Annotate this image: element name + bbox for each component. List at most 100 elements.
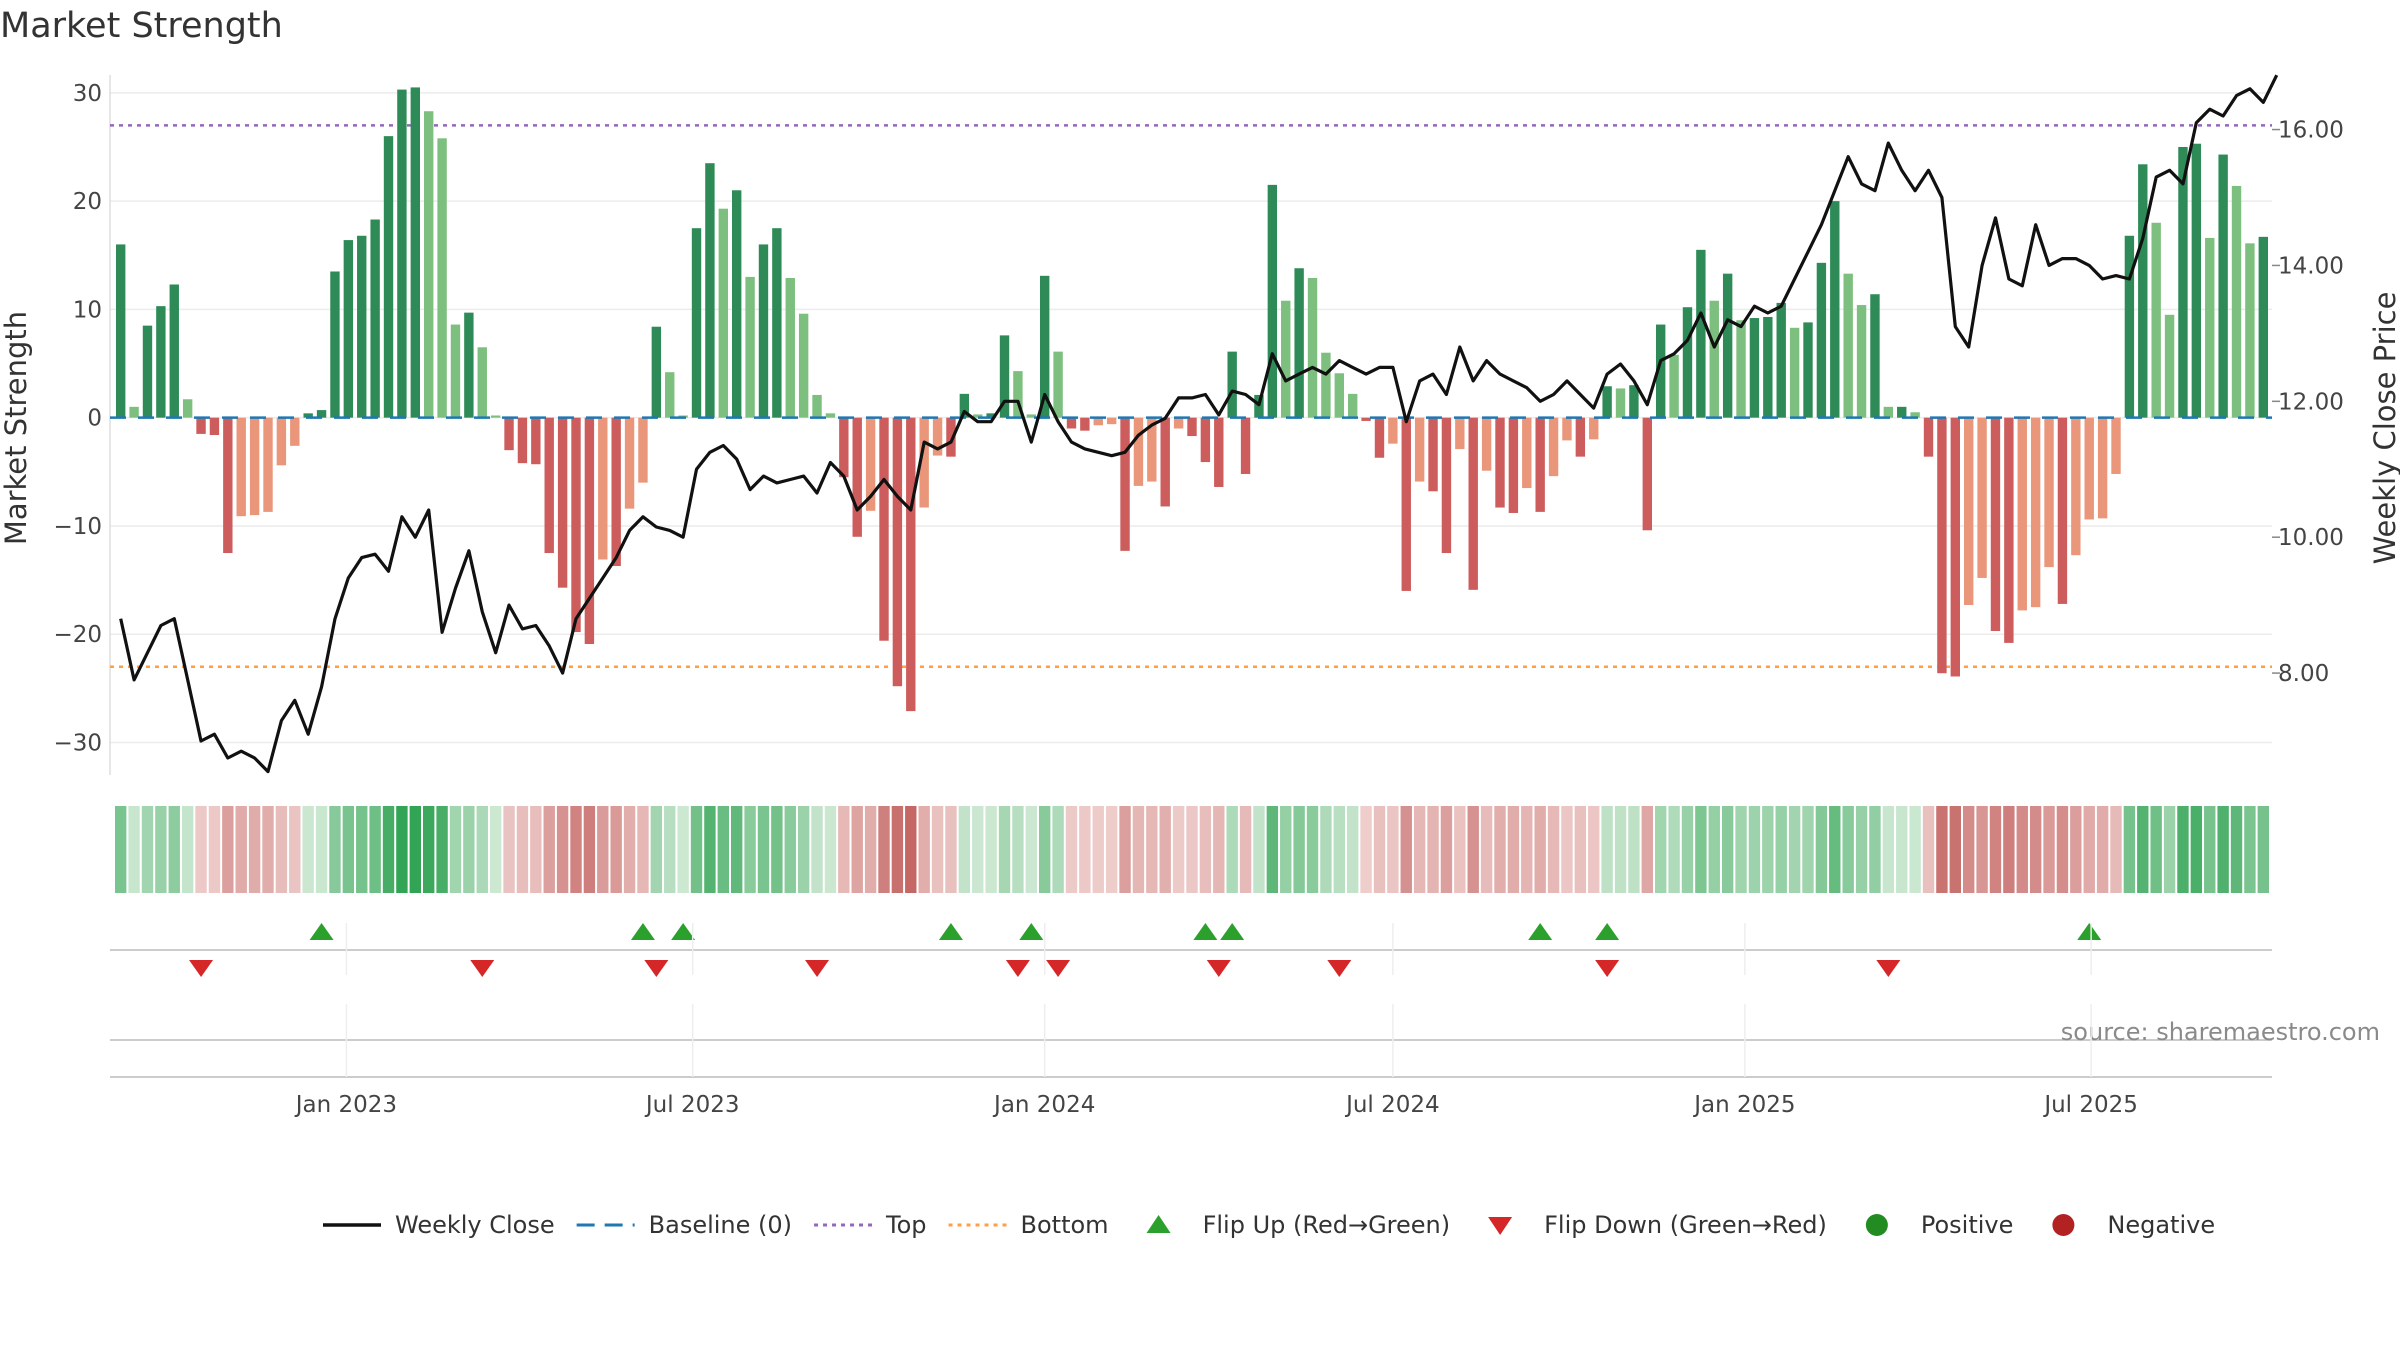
heat-cell bbox=[275, 806, 288, 893]
right-tick-label: 12.00 bbox=[2278, 389, 2344, 415]
strength-bar bbox=[2044, 417, 2054, 568]
strength-bar bbox=[2097, 417, 2108, 519]
strength-bar bbox=[330, 271, 340, 418]
heat-cell bbox=[1052, 806, 1064, 893]
strength-bar bbox=[906, 417, 916, 712]
strength-bar bbox=[1120, 417, 1130, 551]
heat-cell bbox=[1079, 806, 1091, 893]
strength-bar bbox=[1013, 371, 1023, 418]
strength-bar bbox=[1214, 417, 1224, 487]
heat-cell bbox=[664, 806, 676, 893]
strength-bar bbox=[691, 228, 702, 418]
heat-cell bbox=[1561, 806, 1573, 893]
left-tick-label: 10 bbox=[73, 297, 102, 323]
strength-bar bbox=[2084, 417, 2094, 520]
strength-bar bbox=[772, 228, 782, 418]
heat-cell bbox=[1146, 806, 1158, 893]
strength-bar bbox=[1361, 417, 1371, 421]
strength-bar bbox=[1388, 417, 1398, 444]
strength-bar bbox=[1602, 386, 1612, 418]
flip-down-marker bbox=[805, 960, 830, 977]
heat-cell bbox=[436, 806, 448, 893]
strength-bar bbox=[1923, 417, 1934, 457]
threshold-lines bbox=[110, 124, 2272, 668]
heat-cell bbox=[1748, 806, 1761, 893]
heat-cell bbox=[2204, 806, 2216, 893]
strength-bar bbox=[785, 277, 795, 418]
strength-bar bbox=[1066, 417, 1077, 429]
left-axis-label: Market Strength bbox=[0, 311, 33, 545]
legend-label: Negative bbox=[2107, 1211, 2215, 1239]
legend-flip-down-icon bbox=[1488, 1217, 1513, 1235]
heat-cell bbox=[1186, 806, 1198, 893]
heat-cell bbox=[1132, 806, 1145, 893]
strength-bar bbox=[571, 417, 581, 633]
heat-cell bbox=[998, 806, 1011, 893]
flip-up-marker bbox=[2077, 923, 2102, 940]
flip-down-marker bbox=[644, 960, 669, 977]
strength-bar bbox=[1428, 417, 1438, 492]
flip-down-marker bbox=[470, 960, 495, 977]
heat-cell bbox=[2016, 806, 2028, 893]
strength-bar bbox=[1642, 417, 1652, 531]
heat-cell bbox=[1253, 806, 1265, 893]
heat-cell bbox=[1199, 806, 1212, 893]
strength-bar bbox=[249, 417, 260, 516]
heat-cell bbox=[811, 806, 823, 893]
heat-cell bbox=[1788, 806, 1801, 893]
heat-cell bbox=[2056, 806, 2069, 893]
left-axis-ticks: 30 20 10 0 −10 −20 −30 bbox=[53, 81, 102, 757]
heat-cell bbox=[530, 806, 542, 893]
strength-bar bbox=[129, 406, 139, 418]
strength-bar bbox=[303, 413, 313, 418]
strength-bar bbox=[1803, 322, 1813, 418]
heat-cell bbox=[1293, 806, 1305, 893]
heat-cell bbox=[1039, 806, 1051, 893]
heat-cell bbox=[2190, 806, 2203, 893]
heat-cell bbox=[1922, 806, 1935, 893]
strength-bar bbox=[2071, 417, 2081, 556]
heat-cell bbox=[744, 806, 756, 893]
heat-cell bbox=[878, 806, 890, 893]
strength-bar bbox=[1897, 406, 1907, 418]
heat-cell bbox=[1949, 806, 1961, 893]
legend-label: Flip Up (Red→Green) bbox=[1203, 1211, 1451, 1239]
strength-bar bbox=[490, 415, 501, 418]
heat-cell bbox=[195, 806, 207, 893]
legend-item: Positive bbox=[1865, 1211, 2013, 1239]
strength-bar bbox=[611, 417, 621, 567]
heat-cell bbox=[2123, 806, 2136, 893]
heat-cell bbox=[1574, 806, 1587, 893]
strength-bar bbox=[1441, 417, 1452, 554]
heat-cell bbox=[838, 806, 850, 893]
strength-bar bbox=[1656, 324, 1666, 418]
heat-cell bbox=[1440, 806, 1453, 893]
heat-cell bbox=[1775, 806, 1787, 893]
strength-bars bbox=[116, 87, 2268, 712]
strength-bar bbox=[1736, 320, 1746, 418]
heat-cell bbox=[1601, 806, 1613, 893]
strength-bar bbox=[1709, 300, 1719, 418]
heat-cell bbox=[168, 806, 180, 893]
x-tick-label: Jul 2024 bbox=[1344, 1092, 1440, 1118]
strength-bar bbox=[370, 219, 380, 418]
heat-cell bbox=[315, 806, 328, 893]
strength-bar bbox=[196, 417, 206, 434]
strength-bar bbox=[1147, 417, 1157, 482]
heat-cell bbox=[1547, 806, 1560, 893]
source-note: source: sharemaestro.com bbox=[2061, 1018, 2380, 1046]
flip-up-marker bbox=[1019, 923, 1044, 940]
heat-cell bbox=[690, 806, 703, 893]
strength-bar bbox=[852, 417, 862, 537]
x-tick-label: Jan 2025 bbox=[1692, 1092, 1795, 1118]
strength-bar bbox=[665, 372, 675, 418]
strength-bar bbox=[732, 190, 742, 418]
heat-cell bbox=[543, 806, 555, 893]
strength-bar bbox=[276, 417, 287, 466]
strength-bar bbox=[383, 136, 394, 418]
legend-label: Flip Down (Green→Red) bbox=[1544, 1211, 1827, 1239]
heat-cell bbox=[262, 806, 274, 893]
strength-bar bbox=[932, 417, 943, 456]
strength-bar bbox=[1548, 417, 1559, 477]
